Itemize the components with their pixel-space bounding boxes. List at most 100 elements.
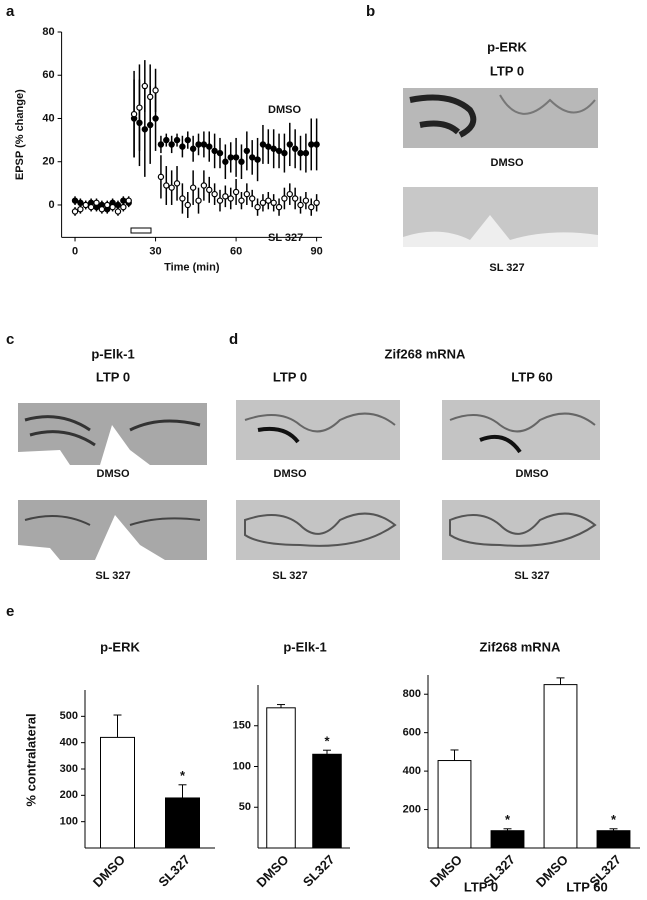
- data-point: [189, 184, 197, 191]
- drug-application-bar: [130, 227, 152, 234]
- data-point: [259, 199, 267, 207]
- data-point: [146, 93, 154, 101]
- micrograph: [236, 400, 400, 460]
- panel-letter: e: [6, 603, 14, 620]
- data-point: [216, 149, 224, 157]
- significance-marker: *: [180, 768, 186, 783]
- y-tick-label: 50: [239, 801, 251, 813]
- data-point: [222, 193, 229, 200]
- data-point: [87, 203, 95, 211]
- image-condition: LTP 0: [96, 369, 130, 384]
- y-tick-label: 80: [42, 26, 54, 38]
- group-label: LTP 60: [566, 879, 607, 894]
- data-point: [141, 82, 149, 90]
- x-tick-label: SL327: [155, 852, 193, 890]
- x-tick-label: DMSO: [253, 852, 291, 890]
- chart-title: p-Elk-1: [283, 639, 326, 654]
- data-point: [77, 199, 84, 207]
- data-point: [206, 143, 213, 150]
- data-point: [254, 156, 261, 163]
- image-title: p-Elk-1: [91, 346, 134, 361]
- micrograph: [442, 500, 600, 560]
- panel-letter: a: [6, 3, 15, 20]
- data-point: [291, 195, 299, 202]
- data-point: [227, 195, 234, 202]
- data-point: [302, 149, 310, 157]
- data-point: [265, 143, 272, 150]
- data-point: [189, 145, 197, 152]
- data-point: [173, 136, 181, 144]
- bar: [543, 684, 578, 849]
- data-point: [243, 190, 251, 198]
- bar: [596, 830, 631, 849]
- x-axis-label: Time (min): [164, 261, 220, 273]
- significance-marker: *: [505, 812, 511, 827]
- data-point: [200, 182, 208, 189]
- significance-marker: *: [324, 734, 330, 749]
- data-point: [168, 141, 175, 148]
- data-point: [179, 143, 186, 150]
- data-point: [98, 206, 106, 213]
- data-point: [227, 154, 234, 161]
- data-point: [163, 136, 170, 144]
- y-tick-label: 40: [42, 112, 54, 124]
- image-caption: SL 327: [95, 570, 130, 582]
- data-point: [184, 201, 191, 209]
- image-condition: LTP 0: [273, 369, 307, 384]
- data-point: [109, 203, 116, 211]
- bar: [266, 707, 296, 849]
- data-point: [163, 182, 170, 189]
- series-label: DMSO: [268, 104, 301, 116]
- y-tick-label: 400: [60, 737, 78, 749]
- data-point: [82, 201, 89, 209]
- data-point: [308, 203, 315, 211]
- data-point: [93, 199, 100, 207]
- micrograph: [236, 500, 400, 560]
- image-title: p-ERK: [487, 39, 527, 54]
- data-point: [286, 190, 293, 198]
- data-point: [125, 197, 132, 204]
- y-tick-label: 800: [403, 688, 421, 700]
- image-caption: DMSO: [491, 157, 524, 169]
- data-point: [200, 141, 208, 148]
- data-point: [120, 203, 127, 211]
- bar: [312, 753, 342, 849]
- data-point: [195, 197, 202, 204]
- image-condition: LTP 0: [490, 63, 524, 78]
- micrograph: [442, 400, 600, 460]
- data-point: [249, 195, 256, 202]
- series-label: SL 327: [268, 232, 303, 244]
- y-tick-label: 100: [60, 816, 78, 828]
- data-point: [313, 199, 320, 207]
- x-tick-label: DMSO: [427, 852, 465, 890]
- image-caption: DMSO: [516, 468, 549, 480]
- data-point: [222, 158, 229, 165]
- data-point: [291, 145, 299, 152]
- data-point: [297, 201, 304, 209]
- image-caption: SL 327: [489, 262, 524, 274]
- data-point: [275, 147, 283, 155]
- data-point: [206, 186, 213, 194]
- data-point: [168, 184, 175, 191]
- data-point: [104, 201, 111, 209]
- y-tick-label: 150: [233, 720, 251, 732]
- data-point: [313, 141, 320, 148]
- data-point: [281, 149, 288, 157]
- image-caption: SL 327: [514, 570, 549, 582]
- data-point: [71, 197, 79, 204]
- data-point: [114, 208, 122, 215]
- data-point: [281, 195, 288, 202]
- data-point: [120, 197, 127, 204]
- y-tick-label: 60: [42, 69, 54, 81]
- y-tick-label: 200: [60, 789, 78, 801]
- image-caption: DMSO: [97, 468, 130, 480]
- image-condition: LTP 60: [511, 369, 552, 384]
- data-point: [308, 141, 315, 148]
- significance-marker: *: [611, 812, 617, 827]
- panel-letter: b: [366, 3, 375, 20]
- image-caption: DMSO: [274, 468, 307, 480]
- y-tick-label: 300: [60, 763, 78, 775]
- chart-title: Zif268 mRNA: [480, 639, 562, 654]
- image-title: Zif268 mRNA: [385, 346, 467, 361]
- x-tick-label: 90: [311, 245, 323, 257]
